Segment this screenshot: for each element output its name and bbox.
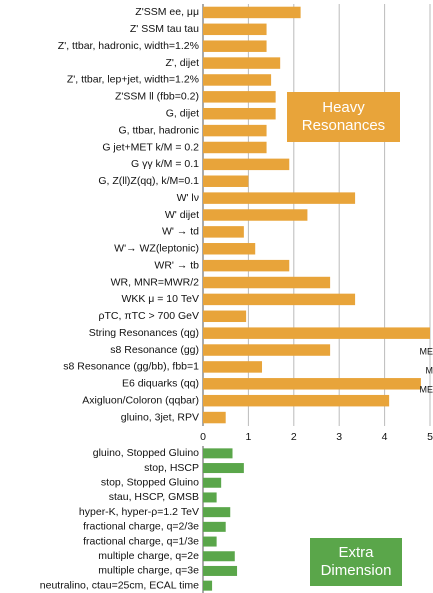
bar (203, 293, 356, 306)
category-label: multiple charge, q=3e (98, 565, 199, 577)
bar (203, 40, 267, 52)
bar (203, 580, 213, 591)
bar (203, 551, 235, 562)
category-label: G jet+MET k/M = 0.2 (102, 141, 199, 153)
bar (203, 226, 244, 238)
bar (203, 107, 276, 120)
category-label: Z' SSM tau tau (130, 23, 199, 35)
x-tick-label: 5 (427, 431, 433, 443)
category-label: WR, MNR=MWR/2 (111, 276, 200, 288)
bar (203, 141, 267, 154)
category-label: W'→ WZ(leptonic) (114, 243, 199, 255)
bar (203, 124, 267, 137)
x-tick-label: 1 (245, 431, 251, 443)
bar (203, 378, 421, 390)
bar (203, 411, 226, 424)
bar (203, 259, 290, 272)
bar (203, 507, 231, 518)
bar (203, 565, 238, 576)
category-label: Axigluon/Coloron (qqbar) (82, 394, 199, 406)
bar (203, 209, 308, 221)
annotation-box: Heavy Resonances (287, 92, 400, 142)
category-label: neutralino, ctau=25cm, ECAL time (40, 579, 199, 591)
annotation: Heavy Resonances (302, 99, 385, 134)
category-label: E6 diquarks (qq) (122, 378, 199, 390)
x-tick-label: 0 (200, 431, 206, 443)
category-label: hyper-K, hyper-ρ=1.2 TeV (79, 506, 199, 518)
category-label: Z', ttbar, lep+jet, width=1.2% (67, 74, 199, 86)
category-label: fractional charge, q=2/3e (83, 521, 199, 533)
category-label: W' → td (162, 226, 199, 238)
category-label: String Resonances (qg) (89, 327, 199, 339)
bar (203, 276, 331, 289)
bar (203, 521, 226, 532)
category-label: WR' → tb (154, 259, 199, 271)
category-label: G γγ k/M = 0.1 (131, 158, 199, 170)
annotation-bg (310, 538, 402, 586)
category-label: stop, HSCP (144, 462, 199, 474)
bar (203, 6, 301, 19)
bar (203, 536, 217, 547)
category-label: gluino, Stopped Gluino (93, 447, 199, 459)
category-label: ρTC, πTC > 700 GeV (99, 310, 199, 322)
bar (203, 175, 249, 187)
category-label: G, Z(ll)Z(qq), k/M=0.1 (98, 175, 199, 187)
side-label: ME (420, 346, 433, 356)
category-label: G, dijet (166, 108, 199, 120)
side-label: M (426, 365, 433, 375)
category-label: s8 Resonance (gg/bb), fbb=1 (63, 361, 199, 373)
bar (203, 243, 256, 255)
x-tick-label: 3 (336, 431, 342, 443)
bar (203, 57, 281, 69)
bar (203, 192, 356, 204)
side-label: ME (420, 384, 433, 394)
bar (203, 492, 217, 503)
category-label: Z'SSM ll (fbb=0.2) (115, 91, 199, 103)
category-label: G, ttbar, hadronic (118, 124, 199, 136)
bar (203, 448, 233, 459)
bar (203, 74, 272, 86)
category-label: stop, Stopped Gluino (101, 477, 199, 489)
annotation-box: Extra Dimension (310, 538, 402, 586)
category-label: W' dijet (165, 209, 199, 221)
category-label: gluino, 3jet, RPV (121, 411, 199, 423)
bar (203, 310, 247, 323)
category-label: W' lν (177, 192, 199, 204)
x-tick-label: 2 (291, 431, 297, 443)
bar (203, 158, 290, 171)
bar (203, 394, 390, 407)
category-label: Z', dijet (165, 57, 199, 69)
category-label: stau, HSCP, GMSB (109, 491, 199, 503)
bar (203, 361, 263, 373)
bar (203, 91, 276, 103)
bar (203, 344, 331, 356)
bar (203, 327, 430, 339)
category-label: Z', ttbar, hadronic, width=1.2% (58, 40, 199, 52)
category-label: fractional charge, q=1/3e (83, 535, 199, 547)
category-label: multiple charge, q=2e (98, 550, 199, 562)
category-label: WKK μ = 10 TeV (121, 293, 199, 305)
bar (203, 463, 244, 474)
annotation-bg (287, 92, 400, 142)
bar (203, 23, 267, 36)
bar (203, 477, 222, 488)
x-tick-label: 4 (382, 431, 388, 443)
category-label: s8 Resonance (gg) (110, 344, 199, 356)
category-label: Z'SSM ee, μμ (135, 6, 199, 18)
annotation: Extra Dimension (321, 544, 392, 579)
